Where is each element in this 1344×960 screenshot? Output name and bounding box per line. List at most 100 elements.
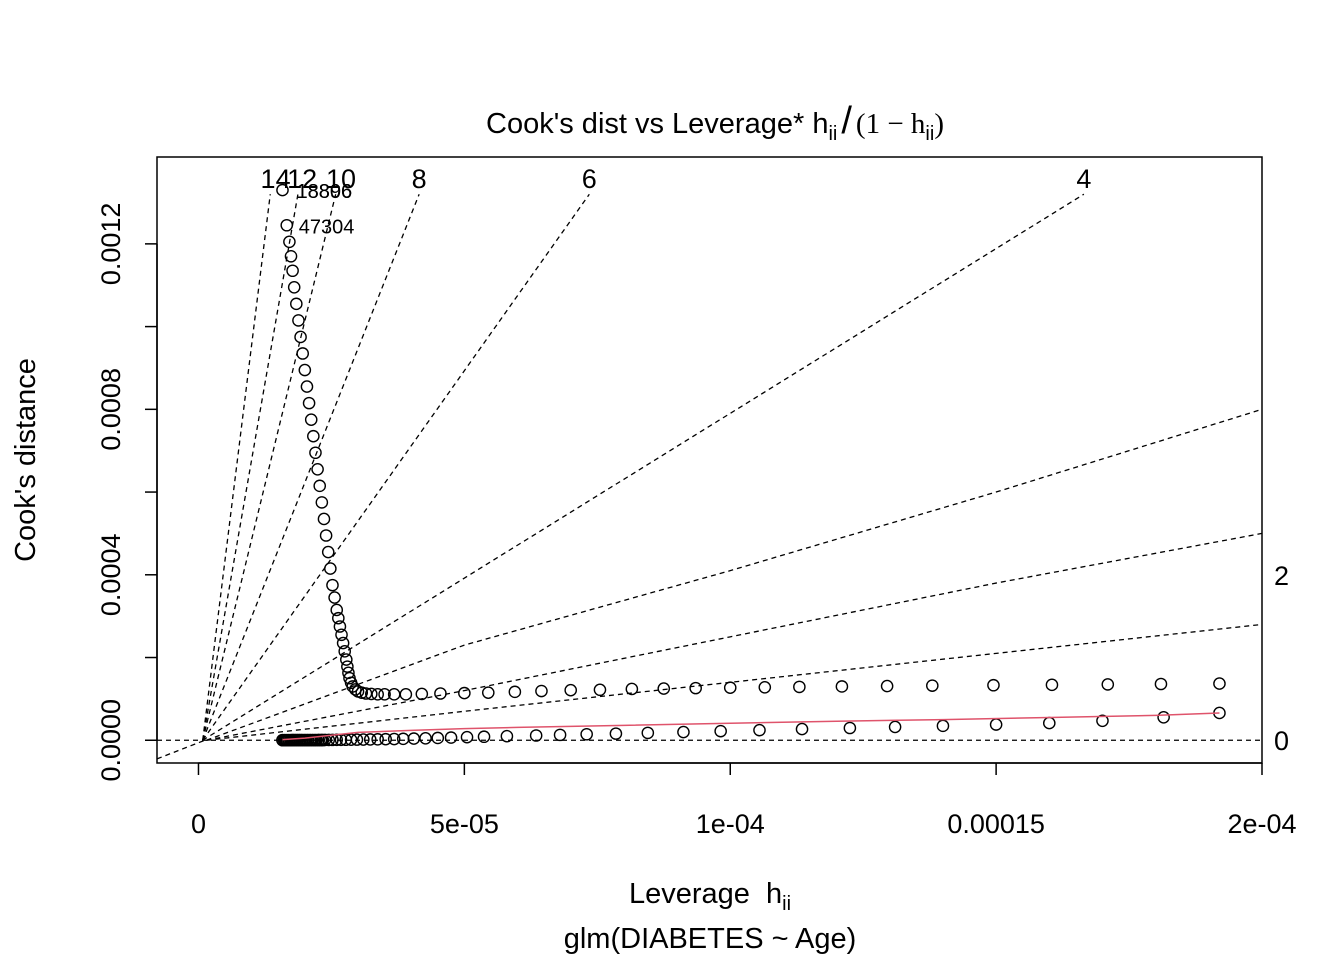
lower-point-49 bbox=[843, 721, 857, 735]
upper-point-50 bbox=[508, 685, 522, 699]
lower-point-46 bbox=[714, 724, 727, 738]
upper-point-4 bbox=[286, 264, 299, 278]
contour-line-2-lower bbox=[206, 532, 1263, 741]
contour-line-6 bbox=[202, 193, 590, 741]
contour-label-10: 10 bbox=[326, 164, 356, 194]
upper-point-52 bbox=[564, 683, 578, 697]
lower-point-34 bbox=[419, 732, 432, 745]
contour-label-14: 14 bbox=[261, 164, 291, 194]
lower-point-25 bbox=[344, 733, 358, 747]
lower-point-40 bbox=[529, 729, 543, 742]
lower-point-38 bbox=[477, 730, 491, 744]
upper-point-53 bbox=[593, 683, 607, 697]
lower-point-28 bbox=[363, 733, 377, 746]
lower-point-41 bbox=[553, 728, 567, 742]
chart-caption: glm(DIABETES ~ Age) bbox=[564, 923, 857, 955]
contour-label-0: 0 bbox=[1274, 726, 1289, 756]
upper-point-3 bbox=[284, 249, 298, 263]
lower-point-50 bbox=[888, 720, 902, 734]
smoother-line bbox=[282, 712, 1220, 741]
upper-point-67 bbox=[1213, 677, 1226, 690]
upper-point-32 bbox=[341, 660, 354, 673]
lower-point-26 bbox=[350, 733, 364, 746]
contour-lines bbox=[156, 193, 1263, 760]
lower-point-48 bbox=[795, 722, 809, 736]
upper-point-39 bbox=[355, 686, 369, 699]
chart-title-main: Cook's dist vs Leverage* h bbox=[486, 108, 828, 140]
y-axis: 0.0000 0.0004 0.0008 0.0012 bbox=[96, 203, 158, 782]
x-tick-label-2: 1e-04 bbox=[696, 809, 765, 839]
upper-point-54 bbox=[625, 682, 639, 696]
lower-point-35 bbox=[431, 731, 445, 745]
lower-point-20 bbox=[322, 733, 336, 747]
lower-point-52 bbox=[989, 718, 1003, 731]
upper-point-28 bbox=[335, 628, 348, 642]
chart-title-paren-close: ) bbox=[934, 108, 944, 140]
contour-line-neg bbox=[156, 739, 206, 760]
lower-point-31 bbox=[387, 732, 401, 746]
upper-point-27 bbox=[333, 620, 347, 633]
lower-point-42 bbox=[580, 727, 593, 741]
contour-line-12 bbox=[202, 194, 299, 741]
upper-point-24 bbox=[328, 591, 341, 604]
contour-label-6: 6 bbox=[582, 164, 597, 194]
x-axis: 0 5e-05 1e-04 0.00015 2e-04 bbox=[191, 762, 1297, 839]
lower-point-54 bbox=[1096, 714, 1109, 728]
upper-point-31 bbox=[340, 653, 353, 666]
lower-point-55 bbox=[1157, 710, 1170, 724]
upper-point-30 bbox=[338, 645, 352, 658]
x-tick-label-0: 0 bbox=[191, 809, 206, 839]
contour-label-8: 8 bbox=[412, 164, 427, 194]
cluster-point-19 bbox=[316, 733, 330, 747]
x-axis-label-main: Leverage h bbox=[629, 878, 782, 910]
contour-line-10 bbox=[202, 194, 337, 741]
upper-point-9 bbox=[296, 347, 310, 360]
y-tick-label-2: 0.0004 bbox=[96, 533, 126, 616]
upper-point-5 bbox=[287, 281, 301, 294]
x-tick-label-1: 5e-05 bbox=[430, 809, 499, 839]
upper-point-60 bbox=[835, 680, 849, 693]
upper-point-19 bbox=[317, 512, 331, 526]
point-label-18896: 18896 bbox=[296, 181, 352, 203]
lower-point-29 bbox=[371, 733, 384, 746]
lower-point-43 bbox=[609, 727, 623, 740]
upper-point-61 bbox=[880, 679, 894, 693]
upper-point-14 bbox=[307, 429, 320, 443]
upper-point-15 bbox=[309, 446, 322, 460]
point-label-18806: 18806 bbox=[296, 181, 352, 203]
contour-line-8 bbox=[202, 193, 420, 741]
upper-point-41 bbox=[364, 687, 378, 701]
upper-point-11 bbox=[300, 380, 314, 393]
chart-title-sub: ii bbox=[828, 123, 837, 145]
upper-point-62 bbox=[926, 679, 939, 692]
upper-point-55 bbox=[657, 682, 671, 695]
point-label-47304: 47304 bbox=[299, 216, 355, 238]
x-axis-label: Leverage hii bbox=[629, 878, 791, 915]
contour-label-4: 4 bbox=[1076, 164, 1091, 194]
upper-point-59 bbox=[793, 680, 806, 694]
lower-point-45 bbox=[677, 725, 690, 739]
upper-point-26 bbox=[332, 611, 345, 625]
upper-point-0 bbox=[276, 183, 289, 197]
lower-point-30 bbox=[379, 732, 392, 746]
upper-point-66 bbox=[1154, 677, 1168, 691]
lower-point-37 bbox=[460, 730, 474, 744]
upper-point-25 bbox=[330, 603, 344, 617]
contour-label-2: 2 bbox=[1274, 561, 1289, 591]
upper-point-16 bbox=[311, 463, 324, 476]
smoother-layer bbox=[282, 712, 1220, 741]
upper-point-63 bbox=[987, 678, 1000, 692]
upper-point-37 bbox=[349, 683, 362, 696]
chart-title-paren-open: (1 − h bbox=[856, 108, 926, 140]
points-layer bbox=[276, 183, 1226, 747]
upper-point-12 bbox=[302, 396, 316, 410]
upper-point-58 bbox=[758, 681, 772, 694]
y-tick-label-6: 0.0012 bbox=[96, 203, 126, 286]
upper-point-47 bbox=[434, 687, 447, 700]
upper-point-18 bbox=[315, 496, 329, 509]
x-axis-label-sub: ii bbox=[782, 893, 791, 915]
lower-point-27 bbox=[357, 733, 370, 746]
